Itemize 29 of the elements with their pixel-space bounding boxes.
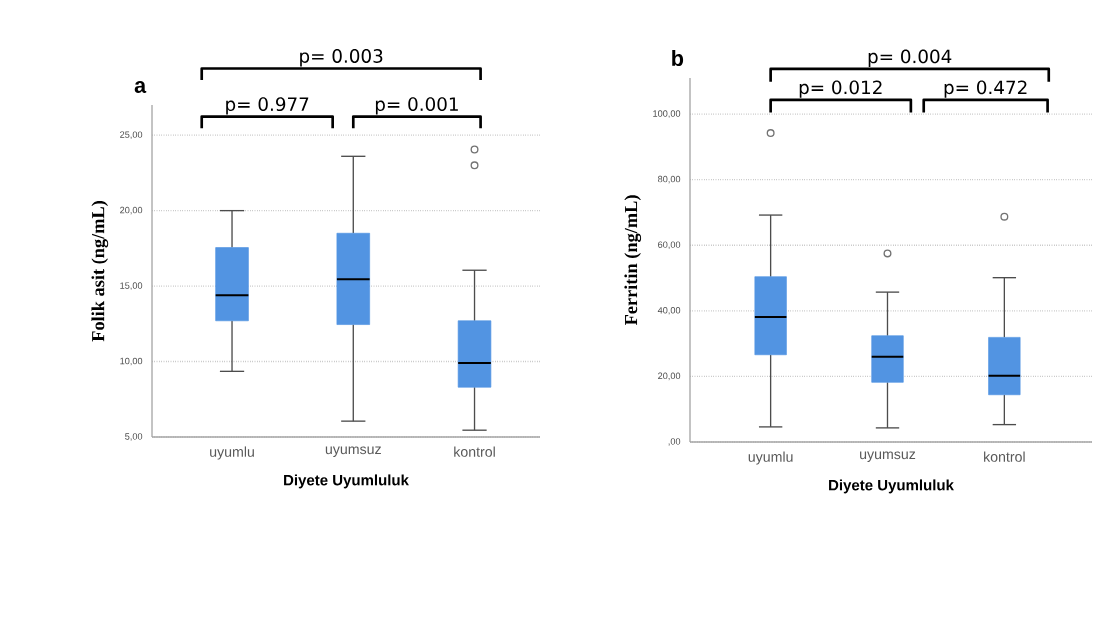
y-tick-label: 25,00 [120, 131, 143, 139]
y-tick-label: 100,00 [653, 110, 681, 118]
y-tick-label: 15,00 [120, 282, 143, 290]
chart-title: b [672, 50, 684, 66]
x-tick-label: kontrol [984, 451, 1025, 462]
y-tick-label: 20,00 [120, 206, 143, 215]
annotation: p= 0.001 [375, 97, 458, 115]
x-tick-label: uyumlu [748, 451, 793, 465]
annotation: p= 0.472 [944, 80, 1027, 98]
x-tick-label: uyumlu [210, 446, 254, 460]
y-axis-title: Folik asit (ng/mL) [91, 201, 109, 342]
annotation: p= 0.977 [226, 97, 309, 115]
x-tick-label: uyumsuz [325, 446, 381, 457]
y-tick-label: 60,00 [658, 241, 681, 250]
x-axis-title: Diyete Uyumluluk [284, 474, 409, 489]
x-tick-label: kontrol [454, 446, 495, 457]
x-axis-title: Diyete Uyumluluk [829, 479, 954, 494]
text: p= 0.003 [300, 49, 383, 67]
y-tick-label: 40,00 [657, 307, 681, 315]
text: p= 0.004 [868, 49, 952, 67]
y-tick-label: 20,00 [658, 372, 681, 381]
annotation: p= 0.012 [799, 80, 882, 98]
chart-title: a [134, 81, 147, 93]
y-axis-title: Ferritin (ng/mL) [624, 195, 642, 326]
y-tick-label: ,00 [668, 438, 681, 446]
x-tick-label: uyumsuz [860, 451, 916, 462]
y-tick-label: 10,00 [120, 357, 143, 366]
y-tick-label: 80,00 [658, 175, 681, 184]
y-tick-label: 5,00 [125, 433, 143, 441]
